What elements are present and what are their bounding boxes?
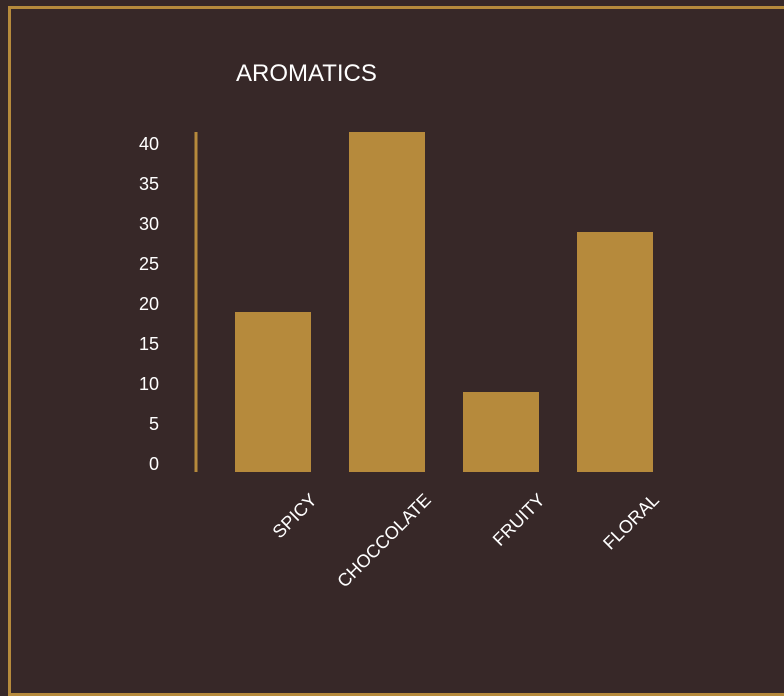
bar-choccolate [349,132,425,472]
y-tick-label: 20 [139,294,159,314]
y-tick-label: 0 [149,454,159,474]
bar-spicy [235,312,311,472]
bars [235,132,653,472]
bar-floral [577,232,653,472]
category-labels: SPICY CHOCCOLATE FRUITY FLORAL [269,490,663,592]
category-label-choccolate: CHOCCOLATE [333,490,435,592]
y-tick-label: 10 [139,374,159,394]
y-tick-label: 25 [139,254,159,274]
chart-title: AROMATICS [236,60,377,87]
aromatics-bar-chart: AROMATICS 0 5 10 15 20 25 30 35 40 SPICY CHOCCOLA… [139,60,663,592]
y-tick-label: 30 [139,214,159,234]
category-label-floral: FLORAL [599,490,663,554]
category-label-spicy: SPICY [269,490,321,542]
bar-fruity [463,392,539,472]
y-tick-labels: 0 5 10 15 20 25 30 35 40 [139,134,159,474]
y-tick-label: 35 [139,174,159,194]
y-tick-label: 5 [149,414,159,434]
y-tick-label: 15 [139,334,159,354]
y-tick-label: 40 [139,134,159,154]
category-label-fruity: FRUITY [489,490,549,550]
